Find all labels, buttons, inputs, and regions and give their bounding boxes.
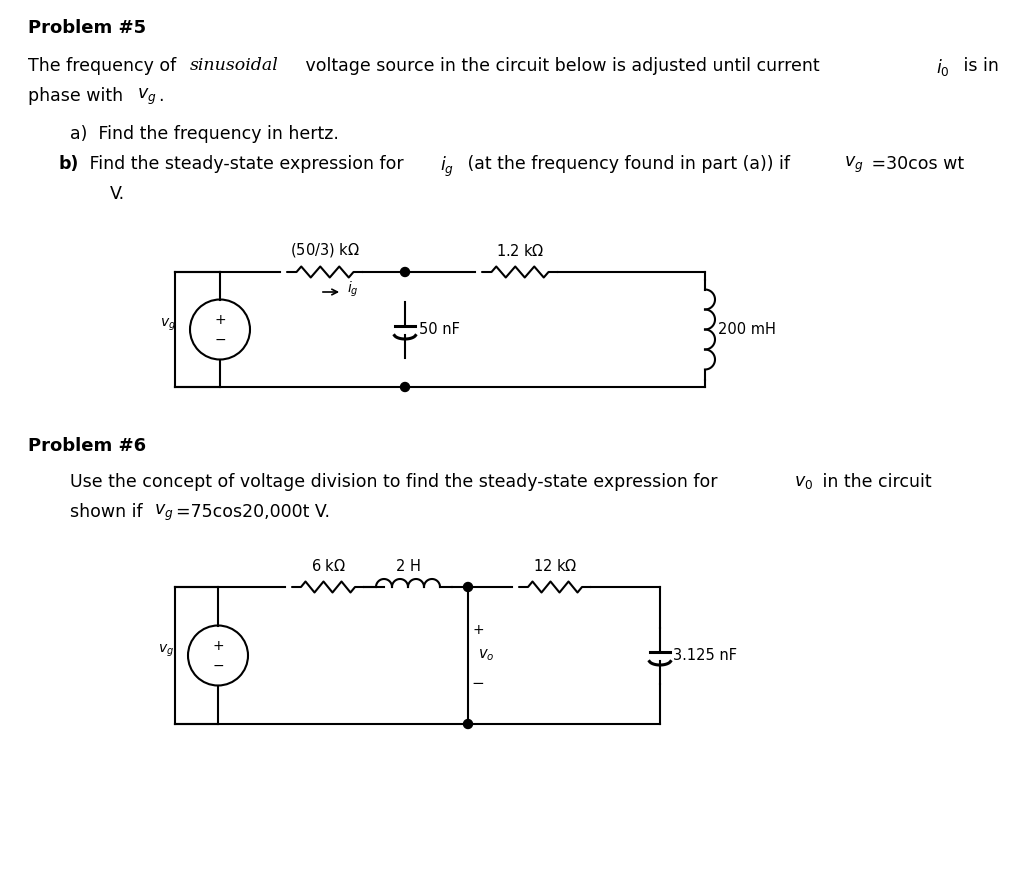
- Text: Find the steady-state expression for: Find the steady-state expression for: [84, 155, 409, 173]
- Text: +: +: [214, 312, 226, 326]
- Text: =30cos wt: =30cos wt: [866, 155, 964, 173]
- Text: 12 k$\Omega$: 12 k$\Omega$: [532, 558, 577, 574]
- Text: −: −: [214, 333, 226, 346]
- Text: is in: is in: [958, 57, 999, 75]
- Text: voltage source in the circuit below is adjusted until current: voltage source in the circuit below is a…: [300, 57, 825, 75]
- Text: $i_g$: $i_g$: [440, 155, 455, 179]
- Text: $v_g$: $v_g$: [137, 87, 157, 107]
- Text: −: −: [472, 676, 484, 691]
- Text: $v_g$: $v_g$: [158, 642, 174, 658]
- Text: a)  Find the frequency in hertz.: a) Find the frequency in hertz.: [70, 125, 339, 143]
- Text: sinusoidal: sinusoidal: [190, 57, 279, 74]
- Text: The frequency of: The frequency of: [28, 57, 182, 75]
- Text: shown if: shown if: [70, 503, 148, 521]
- Text: =75cos20,000t V.: =75cos20,000t V.: [176, 503, 330, 521]
- Circle shape: [400, 268, 409, 277]
- Text: 50 nF: 50 nF: [419, 322, 460, 337]
- Text: .: .: [158, 87, 163, 105]
- Text: (at the frequency found in part (a)) if: (at the frequency found in part (a)) if: [462, 155, 795, 173]
- Text: −: −: [212, 658, 224, 673]
- Text: b): b): [58, 155, 78, 173]
- Text: Problem #6: Problem #6: [28, 437, 146, 455]
- Text: $v_g$: $v_g$: [844, 155, 864, 175]
- Text: 6 k$\Omega$: 6 k$\Omega$: [311, 558, 346, 574]
- Text: $v_g$: $v_g$: [154, 503, 173, 524]
- Text: +: +: [472, 624, 484, 638]
- Text: 200 mH: 200 mH: [718, 322, 776, 337]
- Text: 2 H: 2 H: [396, 559, 421, 574]
- Text: V.: V.: [110, 185, 125, 203]
- Text: +: +: [212, 639, 224, 653]
- Circle shape: [400, 383, 409, 392]
- Text: $v_g$: $v_g$: [160, 317, 176, 333]
- Circle shape: [464, 582, 473, 591]
- Text: $v_0$: $v_0$: [794, 473, 814, 491]
- Circle shape: [464, 720, 473, 729]
- Text: Use the concept of voltage division to find the steady-state expression for: Use the concept of voltage division to f…: [70, 473, 723, 491]
- Text: $i_g$: $i_g$: [347, 279, 359, 299]
- Text: $i_0$: $i_0$: [936, 57, 950, 78]
- Text: phase with: phase with: [28, 87, 128, 105]
- Text: in the circuit: in the circuit: [817, 473, 932, 491]
- Text: $(50/3)$ k$\Omega$: $(50/3)$ k$\Omega$: [290, 241, 360, 259]
- Text: Problem #5: Problem #5: [28, 19, 146, 37]
- Text: 3.125 nF: 3.125 nF: [673, 648, 737, 663]
- Text: 1.2 k$\Omega$: 1.2 k$\Omega$: [496, 243, 544, 259]
- Text: $v_o$: $v_o$: [478, 648, 495, 664]
